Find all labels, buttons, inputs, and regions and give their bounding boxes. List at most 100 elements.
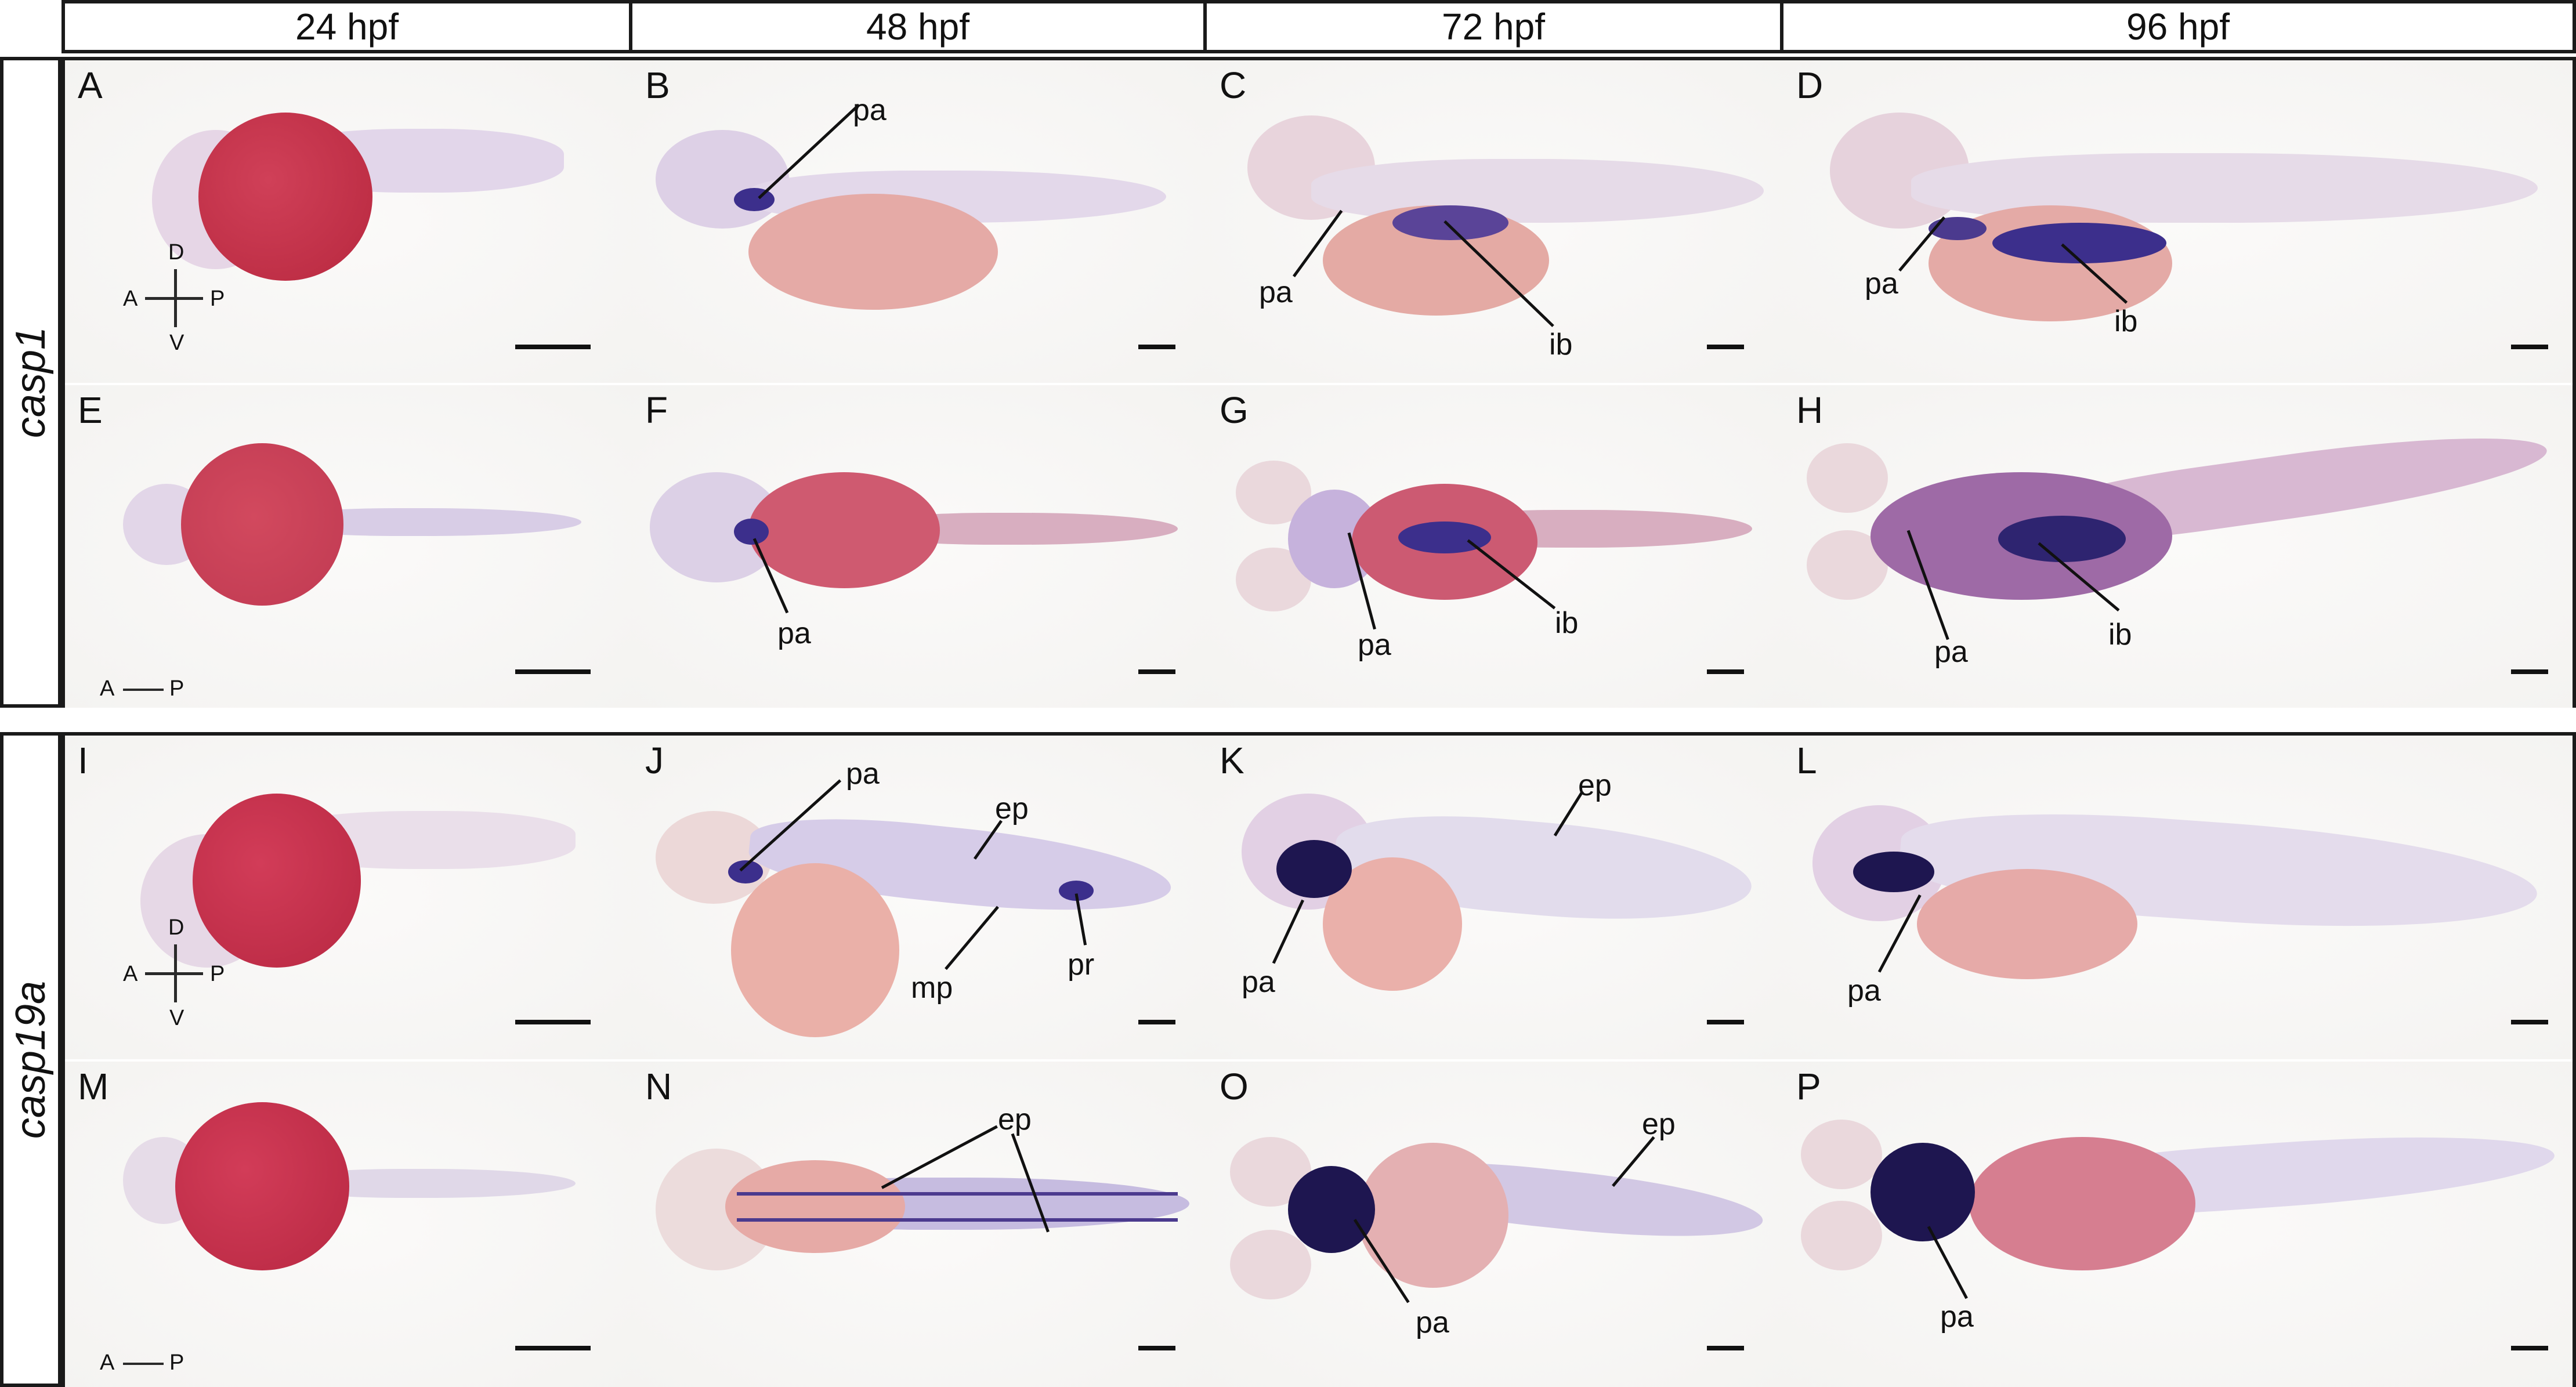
- panel-i: I D V A P: [65, 736, 632, 1059]
- axis-label-a: A: [100, 676, 115, 701]
- panel-letter: L: [1796, 740, 1817, 781]
- stain-pharyngeal: [1853, 852, 1934, 892]
- row-label-casp1: casp1: [0, 57, 61, 708]
- axis-label-p: P: [169, 676, 184, 701]
- axis-label-d: D: [168, 915, 184, 940]
- panel-letter: N: [645, 1066, 672, 1107]
- stain-pharyngeal: [1929, 217, 1987, 240]
- label-pa: pa: [1865, 267, 1898, 300]
- scale-bar: [1138, 669, 1175, 674]
- label-pa: pa: [1416, 1306, 1449, 1339]
- casp19a-figure-block: I D V A P J pa ep mp pr K pa: [61, 732, 2576, 1387]
- panel-letter: K: [1220, 740, 1244, 781]
- panel-letter: I: [78, 740, 88, 781]
- panel-letter: J: [645, 740, 664, 781]
- label-pa: pa: [1934, 635, 1968, 669]
- panel-e: E A P: [65, 385, 632, 708]
- panel-letter: B: [645, 64, 670, 106]
- scale-bar: [1707, 669, 1744, 674]
- stain-intestinal-bulb: [1392, 205, 1508, 240]
- axis-ap-line: [145, 297, 203, 300]
- row-label-casp1-text: casp1: [8, 326, 55, 439]
- panel-l: L pa: [1783, 736, 2573, 1059]
- panel-letter: G: [1220, 389, 1249, 431]
- column-header-72hpf: 72 hpf: [1203, 0, 1783, 53]
- stain-pharyngeal: [1276, 840, 1352, 898]
- column-header-48hpf: 48 hpf: [629, 0, 1207, 53]
- row-label-casp19a: casp19a: [0, 732, 61, 1387]
- axis-ap-line: [123, 689, 164, 691]
- axis-label-a: A: [123, 962, 138, 986]
- column-header-96hpf: 96 hpf: [1780, 0, 2576, 53]
- panel-j: J pa ep mp pr: [632, 736, 1207, 1059]
- panel-k: K pa ep: [1207, 736, 1783, 1059]
- label-pa: pa: [777, 617, 811, 650]
- panel-d: D pa ib: [1783, 60, 2573, 383]
- axis-label-d: D: [168, 240, 184, 265]
- embryo-eye-upper: [1807, 443, 1888, 513]
- embryo-yolk: [748, 194, 998, 310]
- label-ib: ib: [2108, 618, 2132, 651]
- axis-ap-line: [123, 1363, 164, 1365]
- scale-bar: [1707, 1346, 1744, 1350]
- scale-bar: [1138, 345, 1175, 349]
- panel-m: M A P: [65, 1062, 632, 1387]
- scale-bar: [2511, 1346, 2548, 1350]
- label-ep: ep: [1642, 1107, 1676, 1141]
- axis-label-a: A: [100, 1350, 115, 1375]
- label-pa: pa: [1259, 276, 1293, 309]
- label-ep: ep: [998, 1103, 1032, 1136]
- scale-bar: [1138, 1346, 1175, 1350]
- panel-o: O pa ep: [1207, 1062, 1783, 1387]
- label-pa: pa: [853, 93, 887, 127]
- axis-ap-line: [145, 972, 203, 975]
- embryo-head: [656, 130, 789, 229]
- row-label-casp19a-text: casp19a: [8, 980, 54, 1139]
- panel-letter: M: [78, 1066, 109, 1107]
- embryo-yolk: [181, 443, 343, 606]
- panel-h: H pa ib: [1783, 385, 2573, 708]
- label-pa: pa: [1358, 628, 1391, 662]
- scale-bar: [2511, 669, 2548, 674]
- embryo-eye-lower: [1801, 1201, 1882, 1270]
- stain-epidermis: [737, 1218, 1178, 1222]
- panel-letter: C: [1220, 64, 1247, 106]
- embryo-yolk: [1969, 1137, 2195, 1270]
- embryo-yolk: [1917, 869, 2137, 979]
- panel-a: A D V A P: [65, 60, 632, 383]
- label-ib: ib: [1549, 328, 1573, 361]
- embryo-yolk: [748, 472, 940, 588]
- embryo-eye-upper: [1801, 1120, 1882, 1189]
- leader-line: [1927, 1226, 1968, 1299]
- label-pr: pr: [1068, 948, 1095, 982]
- label-ib: ib: [1555, 606, 1579, 640]
- column-header-24hpf: 24 hpf: [61, 0, 632, 53]
- embryo-yolk: [193, 794, 361, 968]
- embryo-yolk: [175, 1102, 349, 1270]
- panel-p: P pa: [1783, 1062, 2573, 1387]
- label-pa: pa: [846, 757, 880, 791]
- panel-letter: O: [1220, 1066, 1249, 1107]
- panel-letter: H: [1796, 389, 1824, 431]
- label-ep: ep: [1578, 769, 1612, 802]
- scale-bar: [1138, 1020, 1175, 1024]
- label-ib: ib: [2114, 305, 2138, 338]
- axis-label-p: P: [210, 287, 225, 311]
- label-pa: pa: [1940, 1300, 1974, 1334]
- panel-f: F pa: [632, 385, 1207, 708]
- embryo-eye-lower: [1230, 1230, 1311, 1299]
- scale-bar: [1707, 345, 1744, 349]
- stain-pharyngeal: [1288, 1166, 1375, 1253]
- stain-pharyngeal: [1871, 1143, 1975, 1241]
- label-pa: pa: [1847, 974, 1881, 1008]
- panel-letter: F: [645, 389, 668, 431]
- scale-bar: [515, 669, 591, 674]
- stain-epidermis: [737, 1192, 1178, 1196]
- panel-letter: P: [1796, 1066, 1821, 1107]
- panel-n: N ep: [632, 1062, 1207, 1387]
- panel-c: C pa ib: [1207, 60, 1783, 383]
- embryo-yolk: [731, 863, 899, 1037]
- axis-label-p: P: [210, 962, 225, 986]
- axis-label-v: V: [169, 1006, 184, 1030]
- leader-line: [945, 906, 999, 970]
